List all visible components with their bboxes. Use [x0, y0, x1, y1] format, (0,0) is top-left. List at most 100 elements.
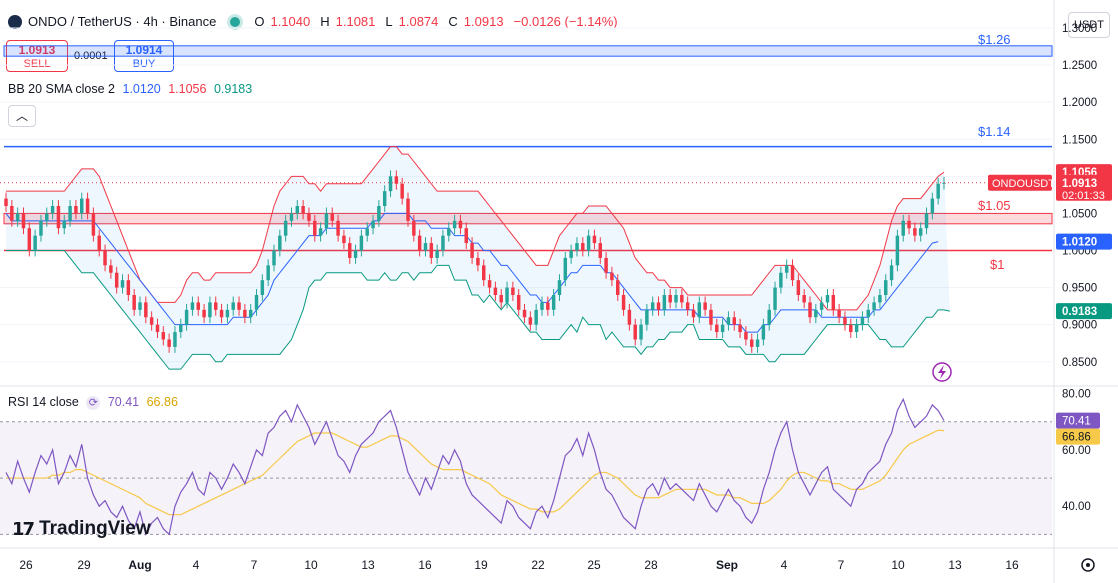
candle: [522, 309, 527, 318]
candle: [889, 265, 894, 281]
candle: [557, 280, 562, 295]
candle: [161, 332, 166, 340]
candle: [85, 198, 90, 214]
level-label-2: $1.05: [978, 198, 1011, 213]
candle: [563, 257, 568, 281]
time-tick-label: 4: [193, 558, 200, 572]
candle: [214, 302, 218, 310]
candle: [406, 198, 410, 221]
candle: [470, 243, 474, 258]
level-zone-0: [3, 45, 1053, 57]
level-label-0: $1.26: [978, 32, 1011, 47]
candle: [208, 302, 212, 318]
candle: [703, 302, 707, 310]
candle: [662, 295, 667, 310]
candle: [464, 228, 468, 244]
candle: [592, 235, 597, 244]
candle: [476, 257, 480, 266]
candle: [243, 309, 247, 318]
candle: [761, 324, 766, 340]
bb-lower-line: [6, 250, 950, 370]
candle: [289, 213, 294, 221]
candle: [930, 198, 935, 214]
candle: [50, 206, 55, 214]
time-tick-label: 10: [891, 558, 905, 572]
candle: [610, 272, 614, 281]
candle: [278, 235, 282, 251]
candle: [27, 228, 32, 251]
candle: [732, 317, 736, 325]
rsi-legend[interactable]: RSI 14 close ⟳ 70.41 66.86: [8, 395, 178, 410]
price-tick-label: 0.8500: [1062, 357, 1097, 369]
buy-price: 1.0914: [115, 43, 173, 57]
time-tick-label: 7: [251, 558, 258, 572]
symbol-tag: ONDOUSDT: [992, 178, 1055, 190]
refresh-icon[interactable]: ⟳: [86, 396, 101, 410]
rsi-pane: [0, 397, 1052, 537]
close-value: 1.0913: [463, 14, 504, 29]
candle: [382, 191, 387, 206]
tradingview-logo[interactable]: 𝟭𝟳 TradingView: [12, 518, 151, 540]
time-tick-label: 29: [77, 558, 91, 572]
candle: [126, 280, 131, 295]
candle: [272, 250, 276, 266]
rsi-ma-line: [6, 429, 945, 516]
time-tick-label: 26: [19, 558, 33, 572]
level-zone-2: [3, 212, 1053, 225]
candle: [779, 272, 783, 288]
collapse-legend-button[interactable]: ︿: [8, 105, 36, 127]
open-value: 1.1040: [270, 14, 311, 29]
price-tag-bg-2: [1056, 233, 1112, 250]
candle: [586, 235, 591, 251]
candle: [534, 309, 538, 325]
candle: [56, 206, 61, 229]
symbol-title[interactable]: ONDO / TetherUS · 4h · Binance: [28, 14, 217, 29]
time-tick-label: 28: [644, 558, 658, 572]
candle: [621, 295, 626, 310]
candle: [738, 324, 742, 333]
bb-legend[interactable]: BB 20 SMA close 2 1.0120 1.1056 0.9183: [8, 82, 252, 96]
chart-legend-header: ONDO / TetherUS · 4h · Binance O 1.1040 H…: [8, 14, 622, 29]
time-tick-label: Aug: [128, 558, 151, 572]
time-tick-label: 13: [948, 558, 962, 572]
candle: [365, 228, 369, 236]
candle: [313, 220, 317, 236]
candle: [720, 324, 725, 333]
high-label: H: [320, 14, 330, 29]
candle: [173, 332, 177, 347]
time-tick-label: 22: [531, 558, 545, 572]
price-tick-label: 0.9000: [1062, 320, 1097, 332]
candle: [423, 243, 428, 251]
candle: [750, 339, 754, 347]
candle: [120, 280, 125, 288]
candle: [97, 235, 101, 251]
candle: [901, 220, 905, 236]
candle: [674, 295, 678, 303]
candle: [62, 220, 66, 229]
candle: [342, 235, 346, 244]
candle: [80, 198, 84, 214]
rsi-tag-bg-0: [1056, 412, 1100, 429]
price-tick-label: 1.1500: [1062, 134, 1097, 146]
candle: [138, 302, 142, 310]
time-tick-label: 19: [474, 558, 488, 572]
lightning-icon[interactable]: [932, 362, 952, 382]
settings-gear-icon[interactable]: [1081, 558, 1095, 572]
candle: [808, 302, 812, 318]
currency-select[interactable]: USDT: [1068, 12, 1110, 38]
candle: [103, 250, 107, 266]
candle: [336, 220, 340, 236]
candle: [854, 324, 859, 333]
candle: [831, 295, 836, 310]
bb-basis-value: 1.0120: [122, 82, 161, 96]
candle: [866, 309, 870, 318]
price-tag-bg-1: [1056, 174, 1112, 201]
candle: [33, 235, 37, 251]
change-value: −0.0126 (−1.14%): [513, 14, 618, 29]
candle: [837, 309, 841, 318]
candle: [878, 295, 882, 303]
candle: [114, 272, 119, 288]
rsi-value: 70.41: [107, 395, 140, 409]
